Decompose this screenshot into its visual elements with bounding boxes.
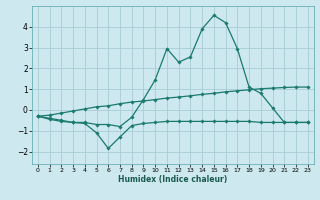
X-axis label: Humidex (Indice chaleur): Humidex (Indice chaleur) bbox=[118, 175, 228, 184]
